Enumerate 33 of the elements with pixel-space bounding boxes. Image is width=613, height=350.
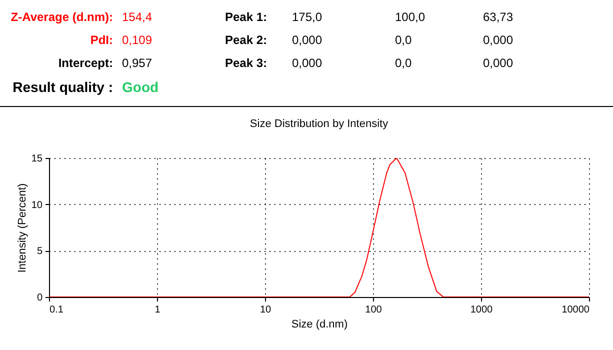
y-tick-label: 5 [36,246,43,258]
text: 0,0 [395,33,412,47]
text: 100,0 [395,10,426,24]
text: 0,000 [483,56,514,70]
text: PdI: [90,33,113,47]
text: 0,0 [395,56,412,70]
text: Good [122,79,159,95]
text: 175,0 [292,10,322,24]
text: Z-Average (d.nm): [10,10,113,24]
text: Intercept: [58,56,113,70]
x-tick-label: 100 [365,304,382,316]
x-tick-label: 0.1 [50,304,64,316]
x-tick-label: 10 [260,304,272,316]
x-tick-label: 10000 [562,304,590,316]
text: 0,000 [292,56,322,70]
y-tick-label: 10 [31,200,43,211]
x-tick-label: 1 [154,304,161,316]
text: 154,4 [122,10,152,24]
x-tick-label: 1000 [470,304,494,316]
text: 0,109 [122,33,152,47]
chart-title: Size Distribution by Intensity [250,118,389,130]
text: Peak 1: [225,10,268,24]
y-axis-title: Intensity (Percent) [16,183,28,273]
text: 0,000 [483,33,514,47]
text: Result quality : [12,79,113,95]
text: 0,957 [122,56,152,70]
y-tick-label: 15 [31,154,43,164]
text: Peak 2: [225,33,268,47]
text: 0,000 [292,33,322,47]
x-axis-title: Size (d.nm) [291,318,348,330]
text: Peak 3: [225,56,268,70]
y-tick-label: 0 [36,292,43,304]
text: 63,73 [483,10,514,24]
